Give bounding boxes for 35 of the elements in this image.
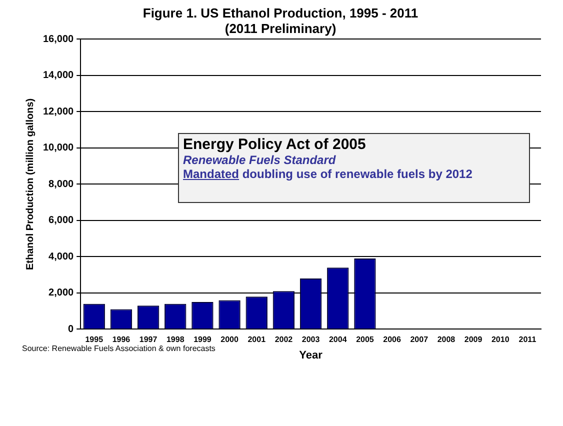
chart-title: Figure 1. US Ethanol Production, 1995 - 2011 <box>142 5 418 20</box>
x-tick-label: 2007 <box>410 335 429 344</box>
x-tick-label: 2005 <box>356 335 374 344</box>
y-axis-title: Ethanol Production (million gallons) <box>24 98 36 270</box>
y-tick-label: 6,000 <box>48 215 74 226</box>
x-tick-label: 1995 <box>85 335 104 344</box>
source-note: Source: Renewable Fuels Association & own forecasts <box>22 344 216 353</box>
x-tick-label: 2009 <box>464 335 483 344</box>
y-tick-label: 10,000 <box>42 142 74 154</box>
y-tick-label: 8,000 <box>48 178 74 190</box>
x-tick-label: 1997 <box>139 335 158 344</box>
x-tick-label: 2001 <box>248 335 266 344</box>
y-tick-label: 12,000 <box>42 106 74 118</box>
x-tick-label: 1998 <box>166 335 185 344</box>
x-axis-title: Year <box>299 349 324 362</box>
y-tick-label: 0 <box>68 324 74 335</box>
y-tick-label: 16,000 <box>42 34 74 45</box>
y-tick-label: 4,000 <box>48 251 74 262</box>
x-tick-label: 2011 <box>518 335 537 344</box>
x-tick-label: 1999 <box>194 335 212 344</box>
x-tick-label: 2006 <box>383 335 402 344</box>
x-tick-label: 2010 <box>491 335 510 344</box>
y-tick-label: 2,000 <box>48 288 74 299</box>
x-tick-label: 2003 <box>302 335 320 344</box>
text-box: Energy Policy Act of 2005 Renewable Fuels Standard Mandated doubling use of renewable fuels by 2012 <box>178 133 530 203</box>
annotation: Mandated doubling use of renewable fuels by 2012 <box>183 167 474 181</box>
x-tick-label: 2004 <box>328 335 348 344</box>
x-tick-label: 2008 <box>437 335 456 344</box>
annotation: Energy Policy Act of 2005 <box>183 136 367 153</box>
annotation: Renewable Fuels Standard <box>183 153 337 167</box>
x-tick-label: 1996 <box>112 335 131 344</box>
x-tick-label: 2000 <box>220 335 239 344</box>
chart-subtitle: (2011 Preliminary) <box>224 20 336 36</box>
y-tick-label: 14,000 <box>42 70 74 82</box>
x-tick-label: 2002 <box>274 335 294 344</box>
